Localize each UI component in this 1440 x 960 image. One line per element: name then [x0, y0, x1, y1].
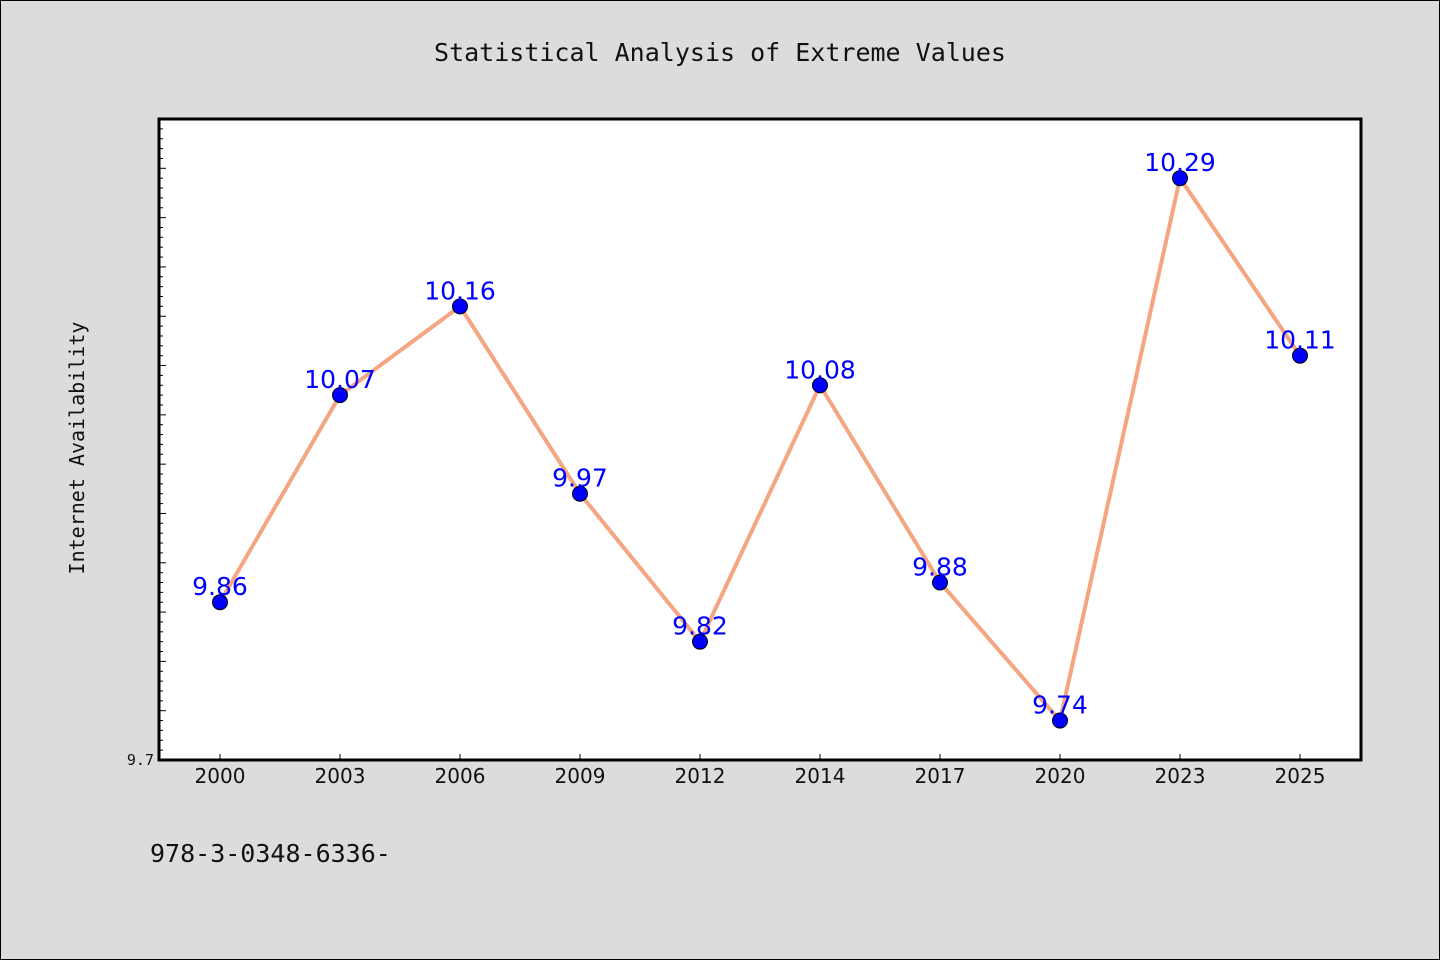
x-tick-label: 2000 — [195, 764, 246, 788]
series-line — [218, 176, 1302, 723]
x-tick-label: 2023 — [1155, 764, 1206, 788]
data-label: 10.07 — [304, 365, 376, 394]
data-point-marker — [692, 633, 708, 650]
data-point-marker — [932, 574, 948, 591]
data-point-marker — [332, 387, 348, 404]
x-axis-ticks: 2000 2003 2006 2009 2012 2014 2017 2020 2023 2025 — [195, 754, 1326, 788]
series-line-group — [218, 176, 1302, 723]
x-tick-label: 2006 — [435, 764, 486, 788]
data-label: 10.16 — [424, 276, 496, 305]
x-tick-label: 2012 — [675, 764, 726, 788]
data-point-marker — [812, 377, 828, 394]
x-tick-label: 2014 — [795, 764, 846, 788]
plot-border — [157, 117, 1363, 762]
data-label: 10.08 — [784, 355, 856, 384]
data-label: 9.82 — [672, 612, 728, 641]
data-point-marker — [452, 298, 468, 315]
x-tick-label: 2009 — [555, 764, 606, 788]
data-label: 9.74 — [1032, 691, 1088, 720]
data-label: 9.88 — [912, 552, 968, 581]
plot-area — [159, 119, 1361, 760]
marker-group — [212, 170, 1308, 729]
data-point-marker — [572, 485, 588, 502]
data-label: 9.97 — [552, 464, 608, 493]
data-label: 9.86 — [192, 572, 248, 601]
data-label-group: 9.86 10.07 10.16 9.97 9.82 10.08 9.88 9.74 10.29… — [192, 148, 1336, 719]
x-tick-label: 2003 — [315, 764, 366, 788]
data-point-marker — [1292, 347, 1308, 364]
data-point-marker — [212, 594, 228, 611]
y-axis-label: Internet Availability — [65, 322, 89, 575]
y-tick-label: 9.7 — [127, 751, 154, 769]
data-point-marker — [1172, 170, 1188, 187]
x-tick-label: 2017 — [915, 764, 966, 788]
footnote-text: 978-3-0348-6336- — [150, 839, 391, 868]
x-tick-label: 2025 — [1275, 764, 1326, 788]
chart-title: Statistical Analysis of Extreme Values — [434, 38, 1006, 67]
x-tick-label: 2020 — [1035, 764, 1086, 788]
data-label: 10.11 — [1264, 326, 1336, 355]
data-point-marker — [1052, 712, 1068, 729]
data-label: 10.29 — [1144, 148, 1216, 177]
